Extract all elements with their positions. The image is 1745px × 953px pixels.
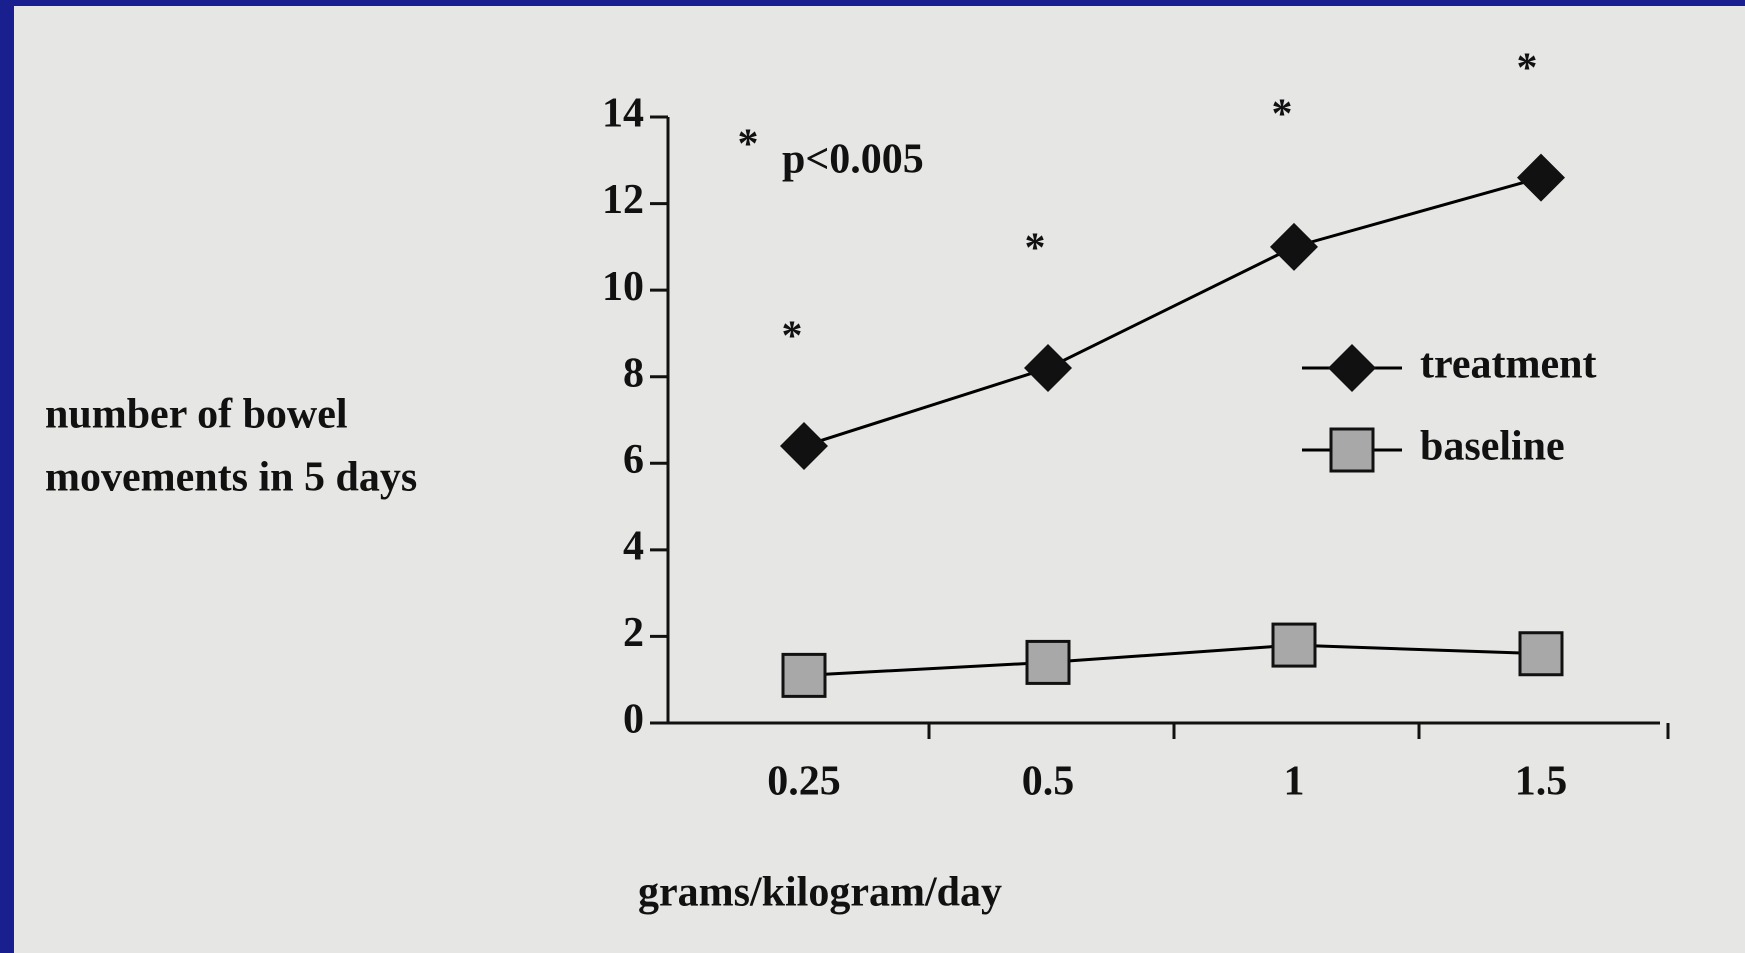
data-point [780, 421, 828, 470]
legend-marker [1328, 344, 1376, 392]
x-tick-label: 1 [1284, 759, 1305, 805]
annotation: * [738, 122, 759, 168]
slide-background [14, 6, 1745, 953]
series-line [803, 176, 1542, 448]
y-tick-label: 4 [623, 523, 644, 569]
data-point [1271, 622, 1317, 668]
series-line [803, 643, 1542, 677]
data-point [1025, 639, 1071, 685]
y-tick-label: 10 [602, 264, 644, 310]
x-tick-label: 0.25 [767, 759, 841, 805]
annotation: p<0.005 [782, 137, 924, 183]
data-point [1270, 222, 1318, 271]
data-point [1517, 153, 1565, 202]
y-tick-label: 6 [623, 437, 644, 483]
y-tick-label: 8 [623, 350, 644, 396]
legend-marker [1329, 427, 1375, 473]
annotation: * [782, 314, 803, 360]
x-tick-label: 1.5 [1515, 759, 1568, 805]
x-tick-label: 0.5 [1022, 759, 1075, 805]
annotation: * [1517, 46, 1538, 92]
annotation: * [1272, 92, 1293, 138]
y-axis-label: number of bowel [45, 392, 348, 438]
data-point [1518, 631, 1564, 677]
legend-label: treatment [1420, 342, 1596, 388]
y-tick-label: 0 [623, 697, 644, 743]
x-axis-label: grams/kilogram/day [638, 870, 1002, 916]
y-tick-label: 12 [602, 177, 644, 223]
legend-label: baseline [1420, 424, 1565, 470]
y-axis-label: movements in 5 days [45, 455, 417, 501]
y-tick-label: 14 [602, 91, 644, 137]
data-point [1024, 344, 1072, 393]
data-point [781, 652, 827, 698]
annotation: * [1025, 226, 1046, 272]
y-tick-label: 2 [623, 610, 644, 656]
